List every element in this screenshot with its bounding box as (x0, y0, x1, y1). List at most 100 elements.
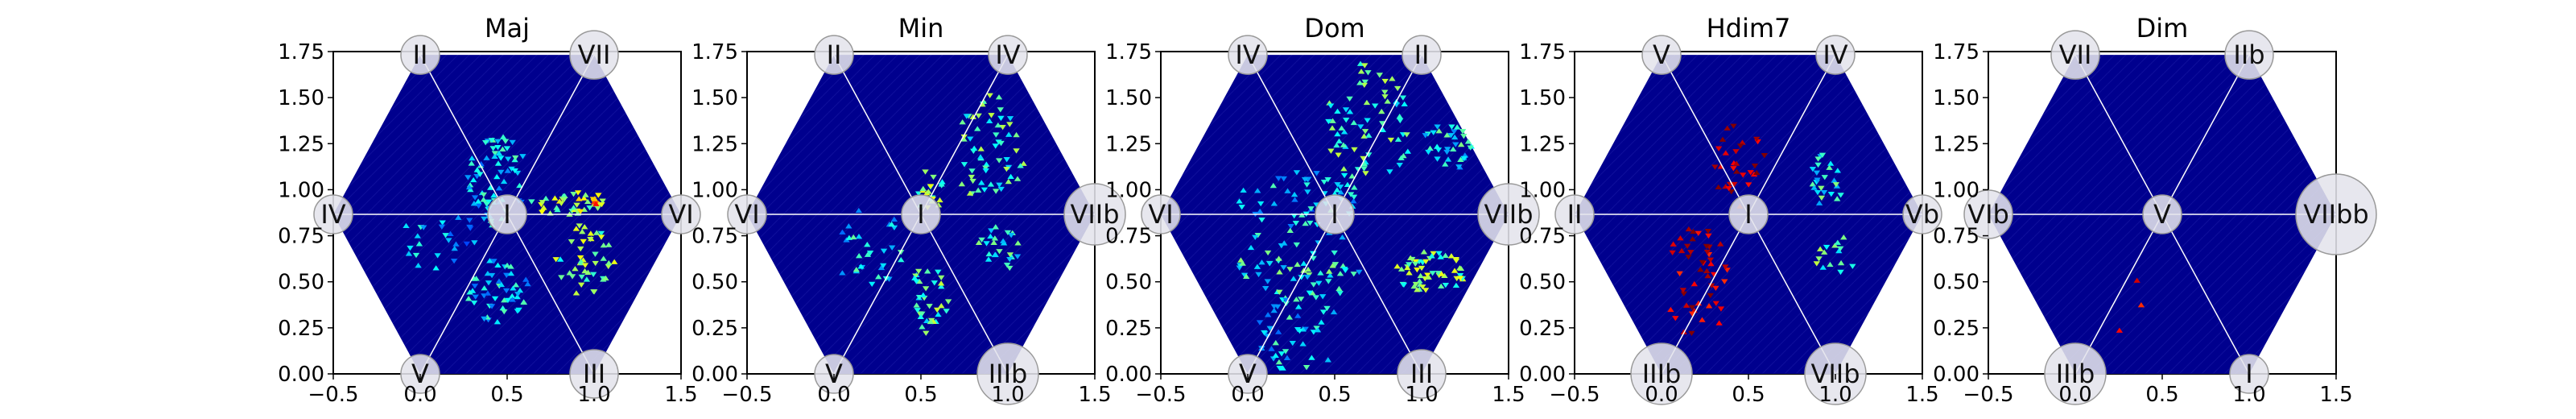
heat-cell (1313, 326, 1320, 331)
x-tick-label: 1.5 (2319, 383, 2352, 407)
heat-cell (472, 294, 479, 300)
heat-cell (1396, 162, 1403, 168)
heat-cell (1361, 63, 1368, 68)
y-tick-label: 0.75 (1105, 225, 1152, 249)
heat-cell (1310, 282, 1318, 288)
heat-cell (1707, 257, 1715, 263)
heat-cell (1313, 171, 1320, 176)
spoke-line (2161, 54, 2250, 215)
heat-cell (1410, 283, 1418, 289)
heat-cell (1434, 124, 1441, 130)
node-circle (1315, 194, 1355, 234)
heat-cell (487, 185, 494, 190)
heat-cell (1699, 317, 1706, 322)
heat-cell (1441, 272, 1448, 279)
y-tick-label: 1.00 (691, 178, 738, 202)
heat-cell (590, 289, 598, 295)
heat-cell (1329, 263, 1336, 268)
heat-cell (963, 114, 970, 119)
heat-cell (1747, 170, 1754, 176)
heat-cell (969, 114, 976, 119)
heat-cell (558, 201, 565, 206)
heat-cell (919, 311, 926, 317)
heat-cell (1003, 263, 1011, 268)
heat-cell (839, 270, 846, 276)
heat-cell (1730, 166, 1737, 172)
heat-cell (605, 263, 612, 270)
heat-cell (970, 145, 978, 151)
heat-cell (1401, 101, 1408, 107)
heat-cell (988, 113, 995, 118)
heat-cell (1294, 261, 1301, 268)
heat-cell (447, 230, 454, 237)
heat-cell (1343, 118, 1350, 123)
heat-cell (1378, 108, 1385, 114)
heat-cell (930, 174, 937, 180)
spoke-line (506, 54, 595, 215)
y-tick-label: 1.25 (1519, 132, 1566, 156)
heat-cell (1419, 284, 1426, 290)
y-tick-label: 1.50 (691, 86, 738, 110)
heat-cell (996, 249, 1003, 255)
heat-cell (1357, 124, 1364, 130)
heat-cell (919, 324, 926, 330)
heat-cell (580, 239, 587, 245)
heat-cell (1447, 253, 1455, 259)
heat-cell (402, 222, 410, 229)
heat-cell (432, 265, 440, 271)
heat-cell (560, 197, 568, 202)
heat-cell (1013, 148, 1020, 154)
heat-cell (471, 240, 478, 246)
node-circle (313, 194, 353, 234)
heat-cell (485, 280, 493, 286)
heat-cell (1293, 297, 1300, 302)
heat-cell (1711, 164, 1719, 170)
heat-cell (1438, 271, 1445, 276)
heat-cell (1435, 128, 1443, 134)
heat-cell (438, 224, 446, 230)
heat-cell (1827, 160, 1835, 166)
y-tick-label: 0.00 (1519, 363, 1566, 387)
heat-cell (1460, 156, 1468, 161)
heat-cell (1282, 349, 1290, 355)
heat-cell (914, 268, 923, 275)
heat-cell (556, 256, 564, 262)
y-tick-label: 1.75 (1105, 40, 1152, 64)
heat-cell (514, 293, 521, 300)
heat-cell (1255, 272, 1262, 278)
node-circle (2224, 30, 2274, 80)
y-tick-label: 0.50 (1105, 271, 1152, 295)
heat-cell (1832, 182, 1840, 188)
heat-cell (991, 235, 999, 241)
heat-cell (1676, 271, 1683, 276)
heat-cell (1283, 355, 1291, 360)
heat-cell (978, 180, 985, 185)
heat-cell (1430, 130, 1437, 135)
heat-cell (552, 257, 559, 263)
y-tick-label: 1.75 (1519, 40, 1566, 64)
x-tick-label: 1.5 (1078, 383, 1111, 407)
heat-cell (1389, 76, 1396, 81)
heat-cell (503, 272, 510, 278)
heat-cell (990, 239, 997, 245)
y-tick-label: 0.00 (1933, 363, 1979, 387)
heat-cells (839, 93, 1027, 336)
heat-cell (475, 203, 482, 210)
heat-cell (980, 187, 989, 193)
spoke-line (2161, 214, 2250, 375)
y-tick-label: 1.75 (1933, 40, 1979, 64)
heat-cell (583, 276, 591, 282)
heat-cell (1690, 228, 1697, 234)
heat-cell (1667, 306, 1674, 313)
heat-cell (1816, 246, 1824, 251)
x-tick-label: −0.5 (721, 383, 772, 407)
node-label: VIb (1967, 199, 2009, 230)
heat-cell (1733, 168, 1740, 174)
heat-cell (1399, 95, 1407, 101)
heat-cell (473, 167, 481, 172)
heat-cell (1703, 268, 1711, 274)
heat-cell (508, 166, 515, 172)
heat-cell (1239, 260, 1246, 266)
heat-cell (1725, 185, 1732, 192)
heat-cell (1422, 133, 1429, 139)
